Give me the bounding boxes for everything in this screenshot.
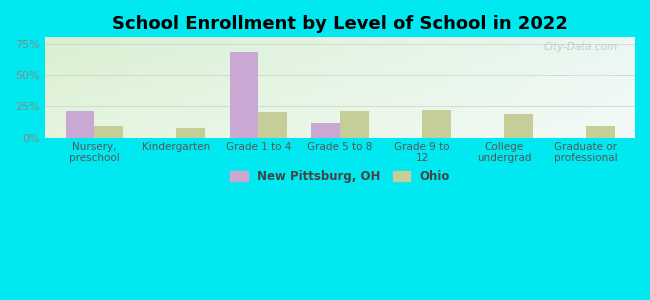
Bar: [66, 111, 94, 137]
Bar: [311, 122, 340, 137]
Bar: [176, 128, 205, 137]
Bar: [258, 112, 287, 137]
Bar: [340, 111, 369, 137]
Title: School Enrollment by Level of School in 2022: School Enrollment by Level of School in …: [112, 15, 568, 33]
Bar: [94, 126, 123, 137]
Bar: [504, 114, 532, 137]
Bar: [422, 110, 450, 137]
Text: City-Data.com: City-Data.com: [543, 42, 618, 52]
Legend: New Pittsburg, OH, Ohio: New Pittsburg, OH, Ohio: [226, 165, 455, 188]
Bar: [586, 126, 614, 137]
Bar: [229, 52, 258, 137]
